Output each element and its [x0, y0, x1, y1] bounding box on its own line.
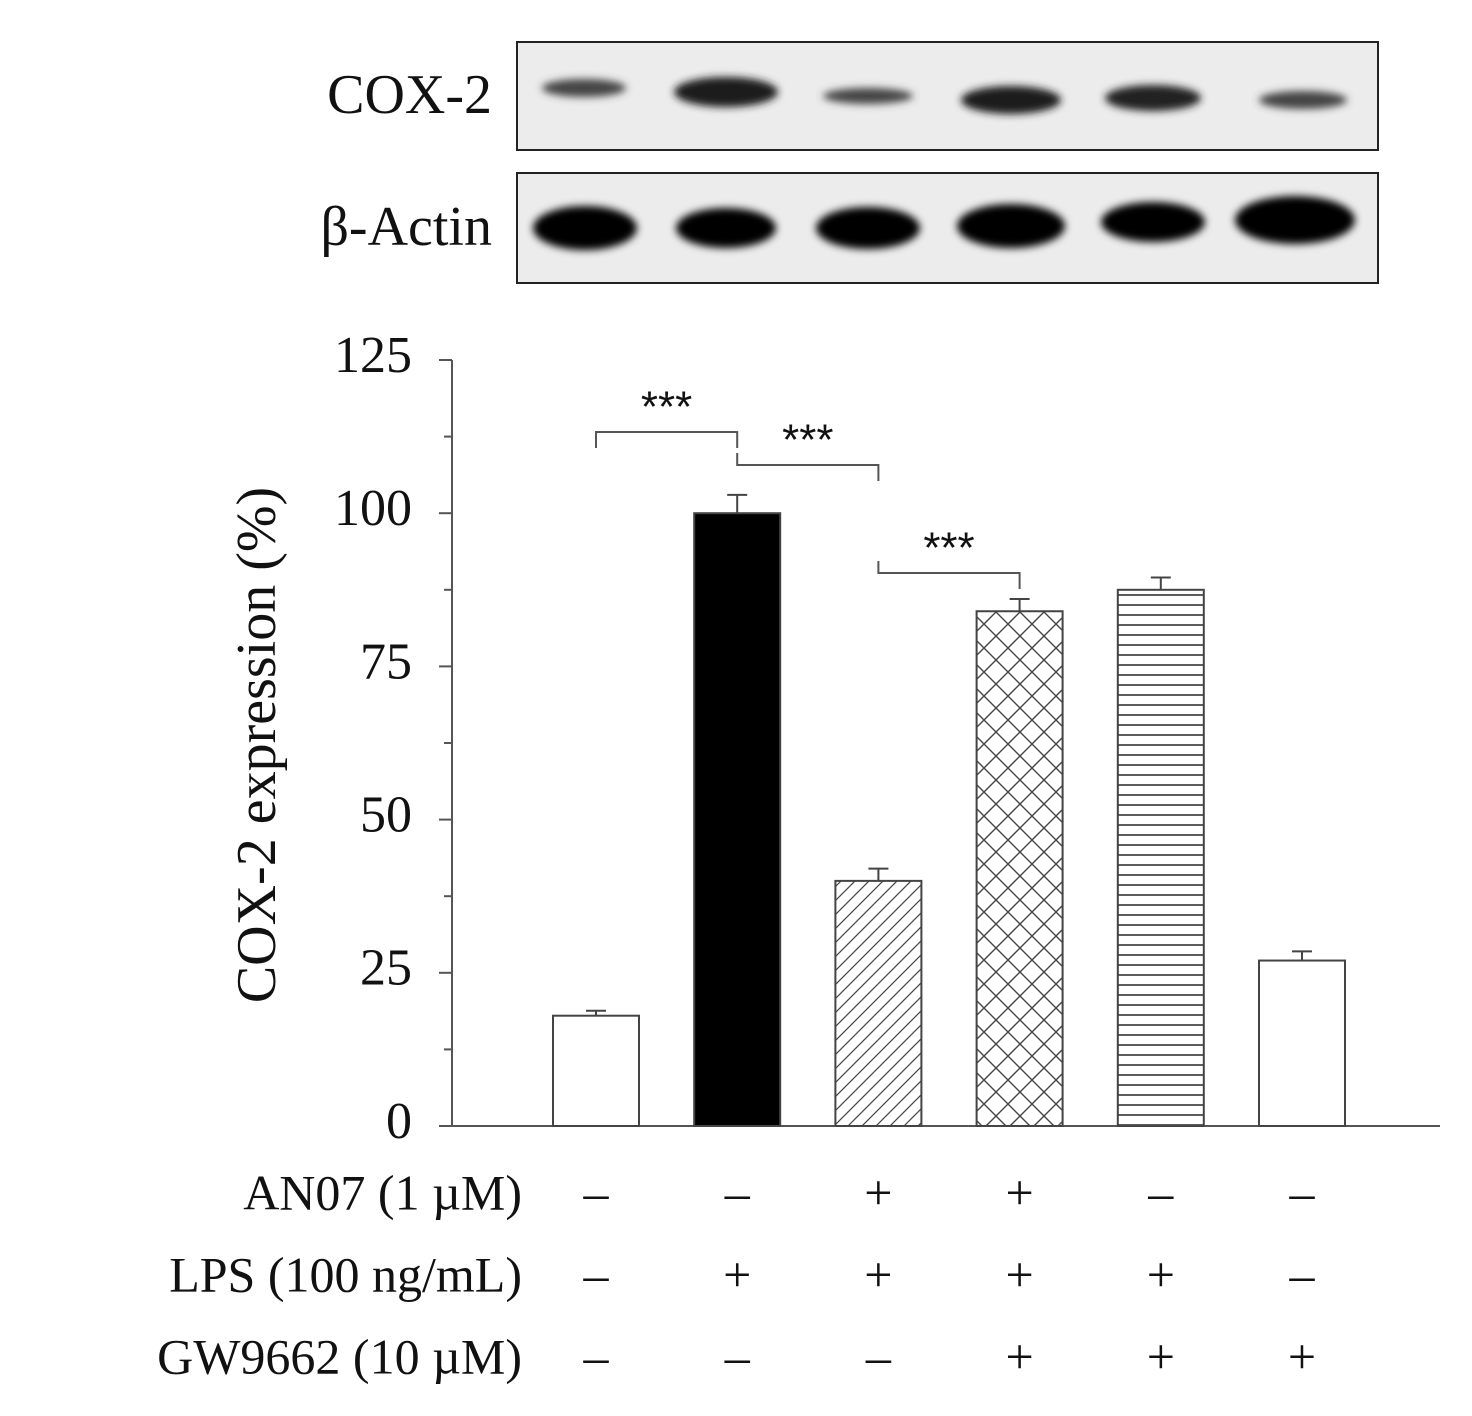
bar: [1258, 959, 1346, 1127]
condition-sign: +: [1288, 1328, 1316, 1384]
y-tick-label: 50: [360, 787, 412, 844]
bar: [552, 1014, 640, 1127]
significance-bracket: [595, 431, 739, 448]
y-tick-label: 125: [334, 327, 412, 384]
significance-label: ***: [923, 524, 974, 573]
significance-bracket: [736, 453, 880, 481]
condition-sign: +: [723, 1246, 751, 1302]
y-tick-label: 0: [386, 1093, 412, 1150]
condition-sign: +: [1147, 1328, 1175, 1384]
condition-sign: –: [724, 1328, 751, 1384]
blot-label: β-Actin: [320, 196, 492, 258]
condition-sign: –: [583, 1164, 610, 1220]
blot-label: COX-2: [327, 64, 492, 126]
condition-label: GW9662 (10 µM): [157, 1328, 522, 1384]
significance-label: ***: [782, 416, 833, 465]
blot-bands: [533, 77, 1355, 250]
condition-sign: +: [864, 1246, 892, 1302]
error-bar: [1150, 576, 1171, 590]
significance-label: ***: [641, 383, 692, 432]
error-bar: [586, 1009, 606, 1016]
condition-sign: +: [1005, 1328, 1033, 1384]
condition-sign: +: [1005, 1246, 1033, 1302]
y-tick-label: 75: [360, 633, 412, 690]
condition-label: AN07 (1 µM): [243, 1164, 522, 1220]
bar: [693, 512, 782, 1127]
error-bar: [727, 493, 748, 514]
error-bar: [1009, 597, 1030, 612]
condition-sign: –: [865, 1328, 892, 1384]
blot-panel: [516, 172, 1379, 284]
condition-sign: –: [724, 1164, 751, 1220]
y-tick-label: 25: [360, 940, 412, 997]
y-tick-label: 100: [334, 480, 412, 537]
condition-sign: –: [1289, 1164, 1316, 1220]
error-bar: [1292, 950, 1312, 961]
bar: [1116, 588, 1205, 1127]
condition-sign: +: [1147, 1246, 1175, 1302]
condition-sign: –: [583, 1328, 610, 1384]
bar: [975, 610, 1064, 1127]
condition-sign: –: [1289, 1246, 1316, 1302]
y-axis-label: COX-2 expression (%): [226, 487, 288, 1003]
blot-panel: [516, 41, 1379, 151]
condition-sign: +: [864, 1164, 892, 1220]
condition-sign: +: [1005, 1164, 1033, 1220]
significance-bracket: [877, 561, 1021, 589]
bar: [834, 879, 923, 1127]
condition-sign: –: [1147, 1164, 1174, 1220]
condition-sign: –: [583, 1246, 610, 1302]
error-bar: [868, 867, 889, 881]
condition-label: LPS (100 ng/mL): [169, 1246, 522, 1302]
